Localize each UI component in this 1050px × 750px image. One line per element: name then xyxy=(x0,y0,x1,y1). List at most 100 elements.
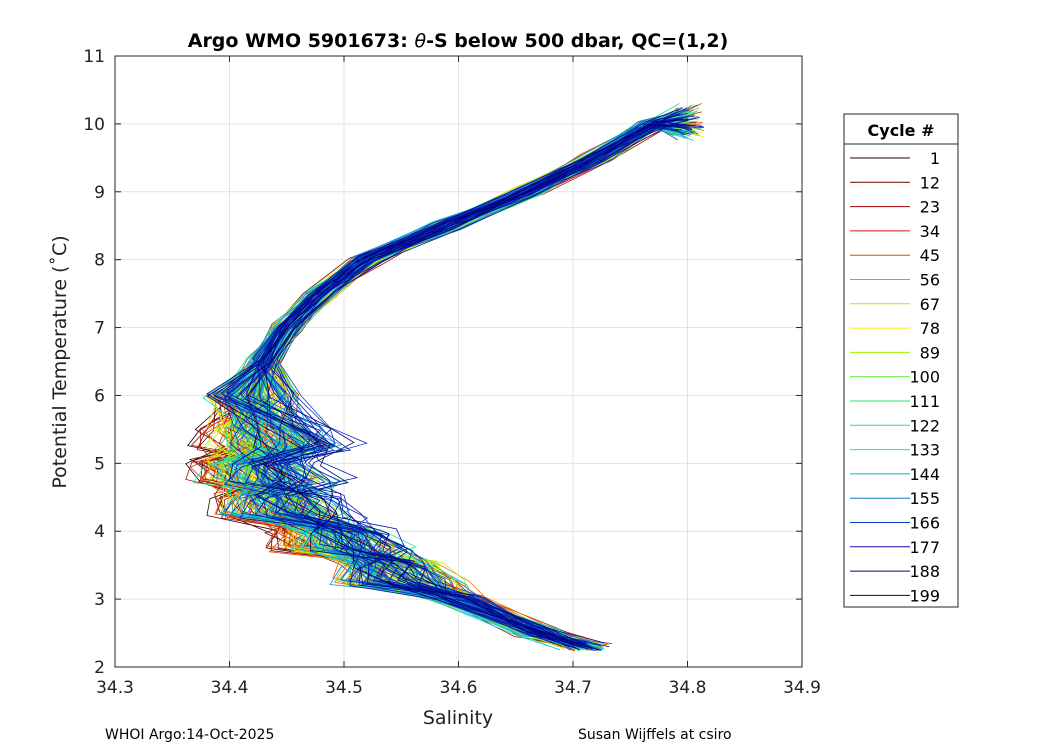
legend-title: Cycle # xyxy=(868,121,935,140)
legend-entry-label: 56 xyxy=(920,271,940,290)
footer-author: Susan Wijffels at csiro xyxy=(578,727,732,743)
profile-line xyxy=(244,125,693,644)
profile-line xyxy=(221,112,691,644)
title-theta: θ xyxy=(414,30,426,52)
profile-line xyxy=(225,125,686,643)
legend-entry-label: 12 xyxy=(920,173,940,192)
profile-line xyxy=(224,113,684,645)
profile-line xyxy=(245,122,704,645)
profile-line xyxy=(257,117,680,646)
profile-line xyxy=(246,118,691,648)
legend-entry-label: 89 xyxy=(920,343,940,362)
x-tick-label: 34.3 xyxy=(96,678,134,698)
profile-line xyxy=(244,106,682,646)
legend-box xyxy=(843,113,959,608)
profile-line xyxy=(236,125,696,650)
profile-line xyxy=(250,126,690,648)
profile-line xyxy=(245,108,688,648)
profile-line xyxy=(247,122,700,645)
profile-line xyxy=(226,120,681,647)
profile-line xyxy=(228,122,699,644)
y-tick-label: 5 xyxy=(94,454,105,474)
profile-line xyxy=(247,124,679,644)
profile-line xyxy=(219,116,687,644)
profile-line xyxy=(260,122,704,645)
profile-line xyxy=(229,112,684,644)
legend-entry-label: 155 xyxy=(909,489,940,508)
profile-line xyxy=(250,107,683,650)
profile-line xyxy=(229,110,691,644)
profile-line xyxy=(253,123,681,651)
profile-line xyxy=(247,118,682,644)
y-tick-label: 2 xyxy=(94,658,105,678)
profile-line xyxy=(232,122,694,646)
profile-line xyxy=(243,120,688,648)
profile-line xyxy=(236,118,684,650)
legend-entry-label: 78 xyxy=(920,319,940,338)
profile-line xyxy=(232,119,693,647)
profile-line xyxy=(239,118,689,646)
profile-line xyxy=(250,121,687,646)
profile-line xyxy=(247,126,697,644)
profile-line xyxy=(232,121,677,650)
profile-line xyxy=(226,121,697,644)
profile-line xyxy=(249,114,694,644)
legend-entry-label: 111 xyxy=(909,392,940,411)
y-tick-label: 8 xyxy=(94,251,105,271)
profile-line xyxy=(206,119,690,650)
profile-line xyxy=(240,106,688,648)
profile-line xyxy=(206,113,681,648)
profile-line xyxy=(258,115,684,650)
profile-line xyxy=(218,120,694,644)
profile-line xyxy=(260,113,688,651)
profile-line xyxy=(239,121,688,646)
profile-line xyxy=(234,117,688,647)
profile-line xyxy=(240,123,695,643)
profile-line xyxy=(235,123,699,650)
profile-line xyxy=(231,125,683,651)
profile-line xyxy=(247,121,685,648)
profile-line xyxy=(226,112,685,645)
profile-line xyxy=(242,113,692,646)
profile-line xyxy=(230,121,676,644)
profile-line xyxy=(209,119,686,644)
profile-line xyxy=(230,104,698,647)
profile-line xyxy=(234,122,701,646)
profile-line xyxy=(224,114,678,644)
profile-line xyxy=(240,122,685,650)
profile-line xyxy=(246,118,678,644)
profile-line xyxy=(233,124,694,650)
profile-line xyxy=(221,115,689,644)
profile-line xyxy=(228,127,683,651)
x-tick-label: 34.9 xyxy=(783,678,821,698)
legend-entry-label: 34 xyxy=(920,222,940,241)
y-tick-label: 6 xyxy=(94,386,105,406)
profile-line xyxy=(226,109,699,645)
legend-entry-label: 1 xyxy=(930,149,940,168)
profile-line xyxy=(245,123,679,648)
legend-entry-label: 100 xyxy=(909,368,940,387)
profile-line xyxy=(238,122,690,651)
profile-line xyxy=(225,127,682,648)
y-axis-label: Potential Temperature (˚C) xyxy=(49,235,71,488)
footer-date: WHOI Argo:14-Oct-2025 xyxy=(105,727,275,743)
legend: Cycle # 1 12 23 34 45 56 67 78 89 100 111 122 133 144 1… xyxy=(843,113,959,608)
profile-line xyxy=(260,126,687,646)
profile-line xyxy=(254,111,691,648)
profile-line xyxy=(266,115,696,648)
y-tick-label: 11 xyxy=(83,47,105,67)
chart-title: Argo WMO 5901673: θ-S below 500 dbar, QC… xyxy=(188,30,729,52)
profile-line xyxy=(231,125,694,651)
profile-line xyxy=(252,122,681,645)
profile-line xyxy=(233,110,691,645)
legend-entry-label: 133 xyxy=(909,441,940,460)
profile-line xyxy=(245,120,705,650)
profile-line xyxy=(238,104,692,644)
y-tick-label: 4 xyxy=(94,522,105,542)
profile-line xyxy=(250,126,690,649)
profiles xyxy=(185,103,705,652)
profile-line xyxy=(219,103,702,651)
legend-entry-label: 67 xyxy=(920,295,940,314)
profile-line xyxy=(230,122,685,647)
